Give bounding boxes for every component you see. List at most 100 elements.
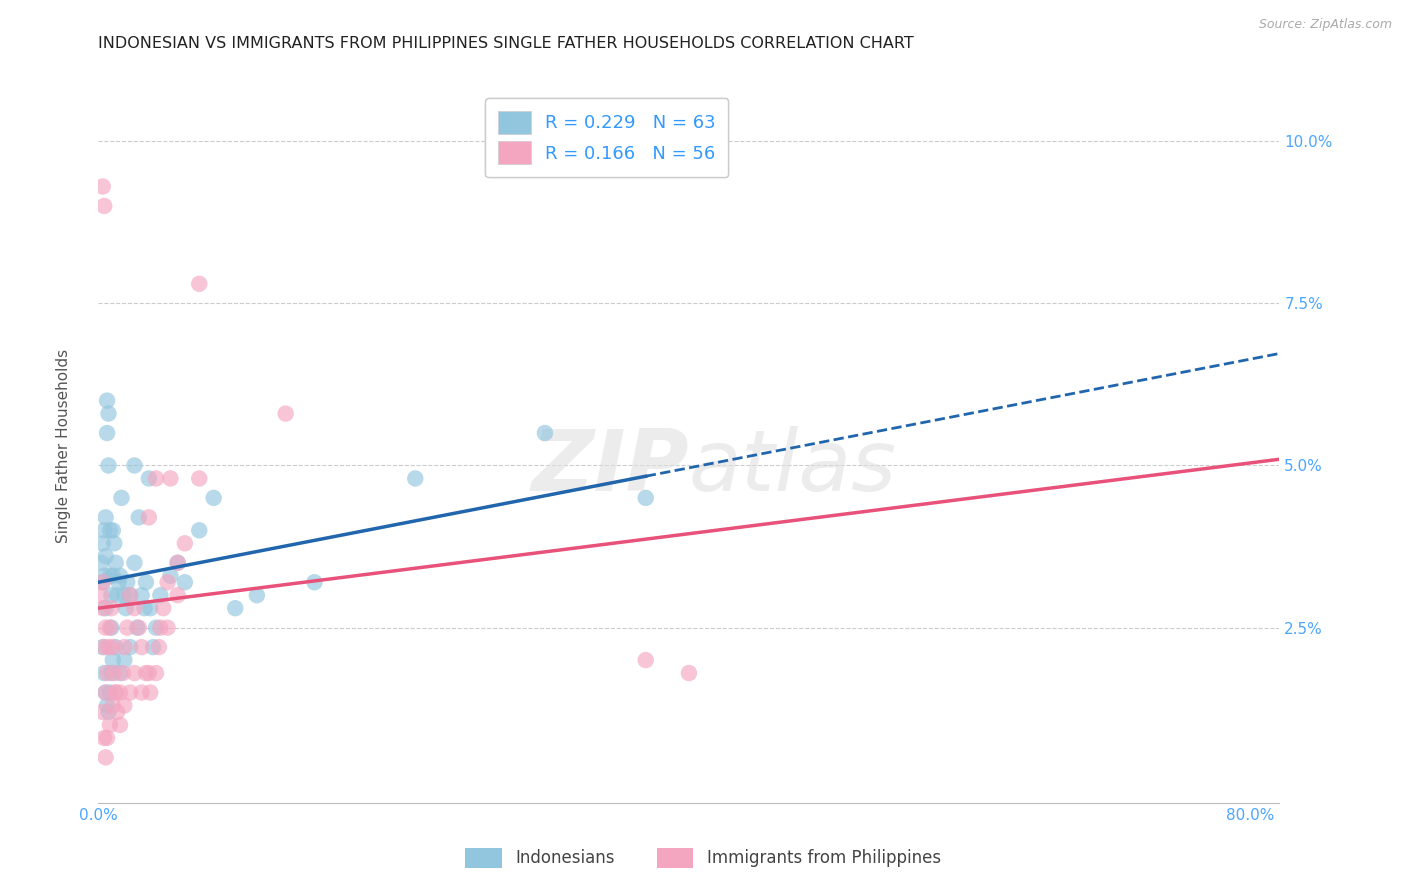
- Point: [188, 277, 211, 291]
- Point: [166, 556, 188, 570]
- Point: [304, 575, 326, 590]
- Point: [152, 601, 174, 615]
- Point: [96, 698, 118, 713]
- Point: [149, 621, 172, 635]
- Point: [120, 588, 142, 602]
- Text: ZIP: ZIP: [531, 425, 689, 509]
- Point: [94, 549, 117, 564]
- Point: [145, 621, 167, 635]
- Point: [100, 601, 122, 615]
- Point: [115, 621, 138, 635]
- Point: [104, 556, 127, 570]
- Point: [114, 601, 136, 615]
- Point: [101, 653, 124, 667]
- Point: [91, 575, 114, 590]
- Text: Single Father Households: Single Father Households: [56, 349, 70, 543]
- Point: [90, 588, 112, 602]
- Legend: Indonesians, Immigrants from Philippines: Indonesians, Immigrants from Philippines: [458, 841, 948, 875]
- Point: [159, 471, 181, 485]
- Point: [98, 621, 121, 635]
- Point: [112, 640, 135, 654]
- Point: [404, 471, 426, 485]
- Point: [131, 588, 153, 602]
- Point: [120, 640, 142, 654]
- Point: [246, 588, 269, 602]
- Point: [634, 491, 657, 505]
- Point: [156, 575, 179, 590]
- Point: [104, 685, 127, 699]
- Point: [96, 425, 118, 440]
- Point: [166, 556, 188, 570]
- Point: [97, 407, 120, 421]
- Point: [104, 640, 127, 654]
- Point: [96, 666, 118, 681]
- Point: [142, 640, 165, 654]
- Point: [98, 685, 121, 699]
- Point: [93, 568, 115, 582]
- Point: [93, 524, 115, 538]
- Point: [94, 685, 117, 699]
- Point: [112, 653, 135, 667]
- Point: [120, 685, 142, 699]
- Point: [98, 568, 121, 582]
- Point: [94, 685, 117, 699]
- Point: [101, 568, 124, 582]
- Text: atlas: atlas: [689, 425, 897, 509]
- Point: [93, 731, 115, 745]
- Point: [678, 666, 700, 681]
- Point: [94, 601, 117, 615]
- Text: INDONESIAN VS IMMIGRANTS FROM PHILIPPINES SINGLE FATHER HOUSEHOLDS CORRELATION C: INDONESIAN VS IMMIGRANTS FROM PHILIPPINE…: [98, 36, 914, 51]
- Point: [124, 458, 146, 473]
- Point: [103, 666, 125, 681]
- Point: [101, 524, 124, 538]
- Point: [107, 575, 129, 590]
- Point: [93, 199, 115, 213]
- Point: [100, 621, 122, 635]
- Point: [188, 471, 211, 485]
- Point: [124, 601, 146, 615]
- Point: [98, 718, 121, 732]
- Point: [94, 621, 117, 635]
- Point: [108, 685, 131, 699]
- Point: [138, 510, 160, 524]
- Point: [202, 491, 225, 505]
- Point: [115, 575, 138, 590]
- Point: [145, 666, 167, 681]
- Point: [97, 640, 120, 654]
- Point: [138, 471, 160, 485]
- Point: [111, 666, 134, 681]
- Point: [103, 536, 125, 550]
- Point: [128, 621, 150, 635]
- Point: [97, 458, 120, 473]
- Point: [173, 575, 195, 590]
- Point: [94, 750, 117, 764]
- Point: [108, 718, 131, 732]
- Point: [124, 666, 146, 681]
- Point: [148, 640, 170, 654]
- Point: [91, 179, 114, 194]
- Point: [105, 705, 128, 719]
- Point: [166, 588, 188, 602]
- Point: [104, 685, 127, 699]
- Point: [188, 524, 211, 538]
- Point: [93, 666, 115, 681]
- Point: [139, 685, 162, 699]
- Point: [149, 588, 172, 602]
- Point: [634, 653, 657, 667]
- Point: [108, 568, 131, 582]
- Point: [534, 425, 557, 440]
- Point: [100, 666, 122, 681]
- Point: [105, 588, 128, 602]
- Point: [127, 621, 149, 635]
- Point: [124, 556, 146, 570]
- Point: [91, 640, 114, 654]
- Point: [101, 698, 124, 713]
- Point: [224, 601, 246, 615]
- Point: [139, 601, 162, 615]
- Point: [173, 536, 195, 550]
- Point: [96, 731, 118, 745]
- Point: [94, 510, 117, 524]
- Point: [135, 575, 157, 590]
- Point: [120, 588, 142, 602]
- Point: [128, 510, 150, 524]
